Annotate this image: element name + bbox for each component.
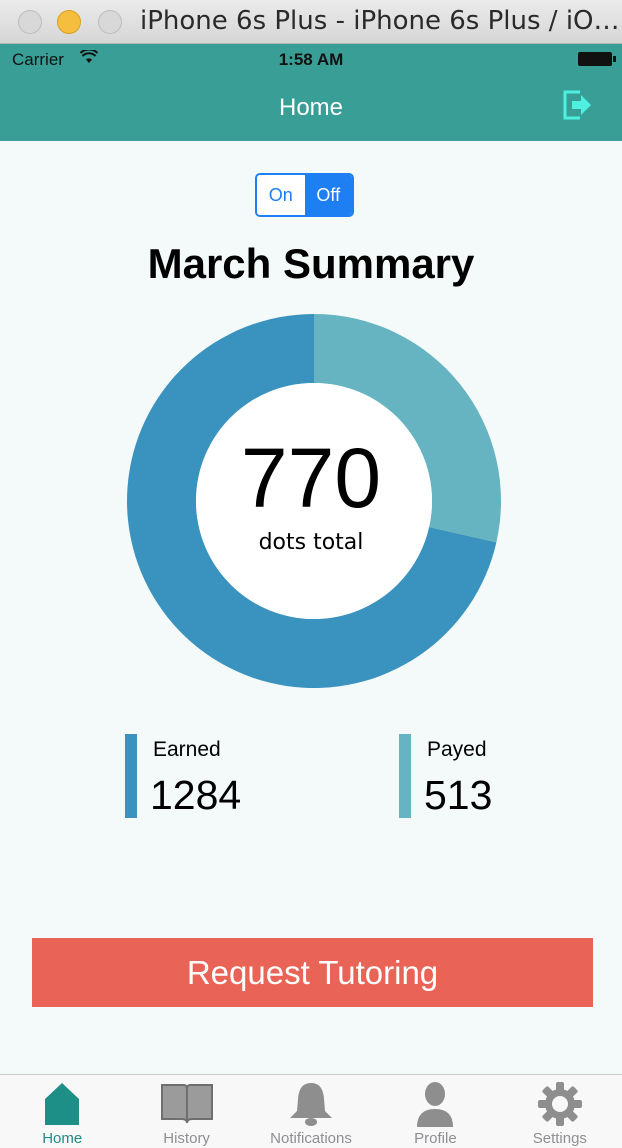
tab-label-profile: Profile [414, 1130, 457, 1147]
payed-value: 513 [424, 772, 493, 818]
nav-title: Home [278, 94, 344, 121]
toggle-on[interactable]: On [257, 175, 305, 215]
payed-legend-swatch [399, 734, 411, 818]
maximize-window-button[interactable] [98, 10, 122, 34]
window-titlebar: iPhone 6s Plus - iPhone 6s Plus / iO… [0, 0, 622, 44]
book-icon [160, 1084, 213, 1124]
tab-profile[interactable]: Profile [373, 1075, 497, 1148]
logout-icon[interactable] [560, 88, 594, 122]
wifi-icon [80, 50, 98, 63]
bell-icon [290, 1083, 333, 1126]
close-window-button[interactable] [18, 10, 42, 34]
payed-label: Payed [427, 738, 487, 761]
tab-notifications[interactable]: Notifications [249, 1075, 373, 1148]
donut-slice-payed [314, 314, 501, 543]
gear-icon [537, 1082, 582, 1126]
battery-icon [578, 52, 616, 66]
on-off-toggle[interactable]: On Off [255, 173, 354, 217]
minimize-window-button[interactable] [57, 10, 81, 34]
tab-home[interactable]: Home [0, 1075, 124, 1148]
home-icon [45, 1083, 80, 1125]
total-dots-value: 770 [240, 431, 382, 525]
tab-bar: Home History Notifications Profile [0, 1074, 622, 1148]
total-dots-label: dots total [258, 530, 364, 555]
carrier-label: Carrier [12, 50, 64, 69]
window-title: iPhone 6s Plus - iPhone 6s Plus / iO… [140, 6, 620, 36]
tab-label-history: History [163, 1130, 210, 1147]
earned-label: Earned [153, 738, 221, 761]
earned-legend-swatch [125, 734, 137, 818]
status-bar: Carrier 1:58 AM [0, 44, 622, 76]
tab-settings[interactable]: Settings [498, 1075, 622, 1148]
summary-title: March Summary [147, 240, 475, 287]
donut-center [196, 383, 432, 619]
tab-history[interactable]: History [124, 1075, 248, 1148]
person-icon [417, 1082, 454, 1127]
tab-label-home: Home [42, 1130, 83, 1147]
toggle-off[interactable]: Off [304, 175, 352, 215]
tab-label-settings: Settings [532, 1130, 587, 1147]
status-time: 1:58 AM [278, 50, 344, 69]
tab-label-notifications: Notifications [270, 1130, 352, 1147]
earned-value: 1284 [150, 772, 242, 818]
navigation-bar: Carrier 1:58 AM Home [0, 44, 622, 141]
donut-slice-earned [127, 314, 497, 688]
request-tutoring-button[interactable]: Request Tutoring [32, 938, 593, 1007]
summary-donut-chart [127, 314, 501, 688]
